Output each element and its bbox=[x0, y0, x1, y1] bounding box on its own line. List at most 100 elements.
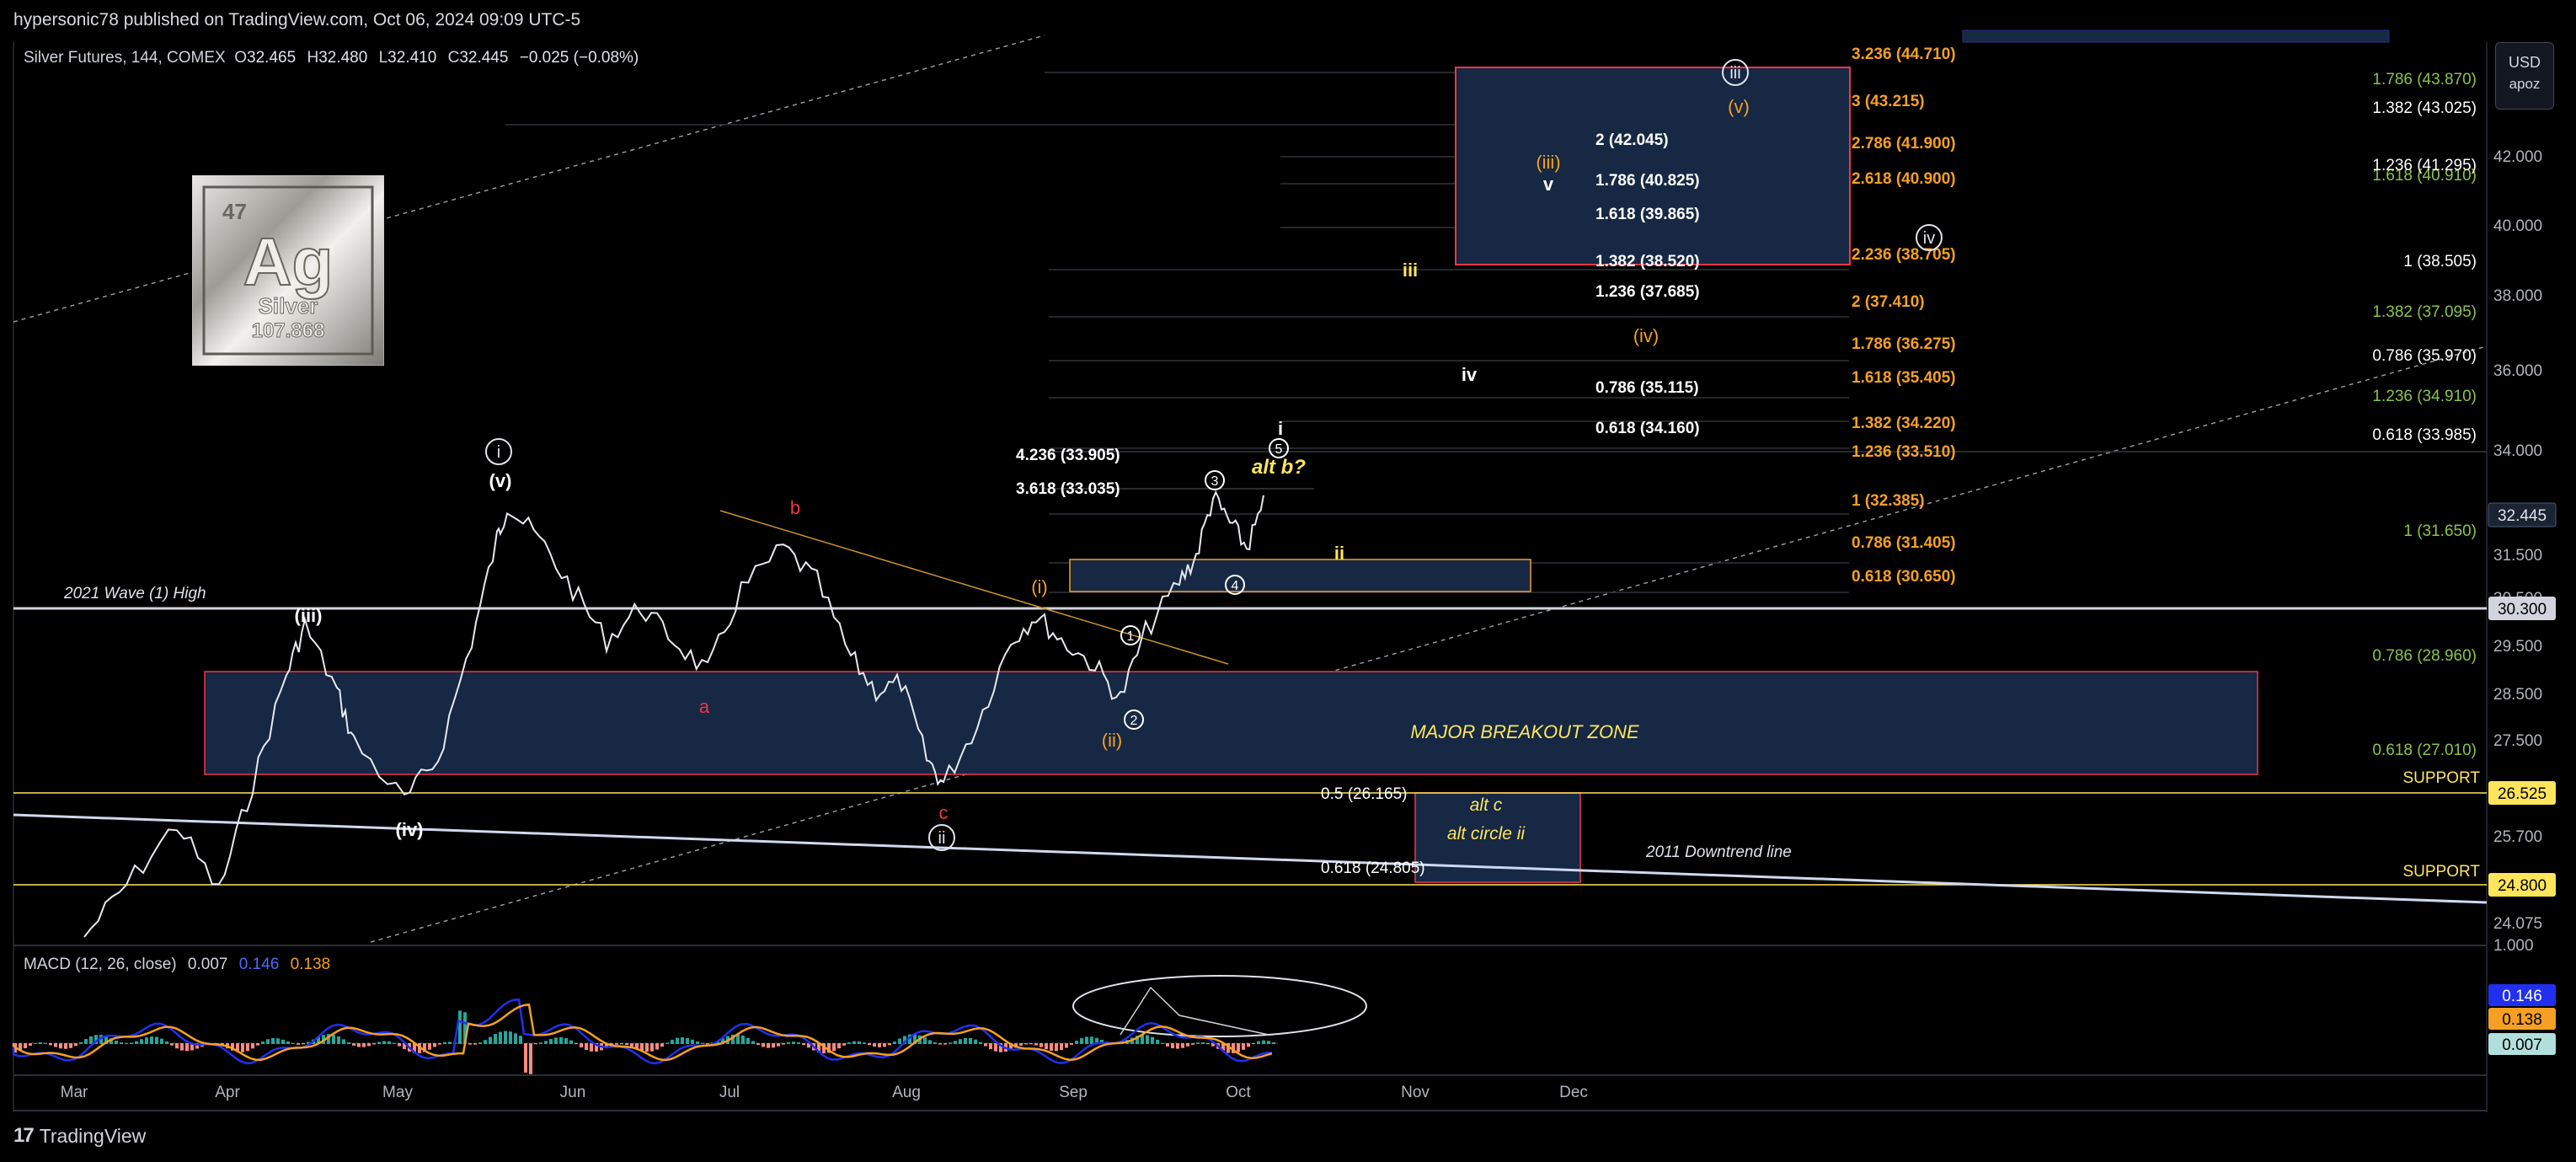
macd-histogram-bar bbox=[913, 1034, 917, 1044]
macd-histogram-bar bbox=[24, 1043, 27, 1048]
fib-orange-2618: 2.618 (40.900) bbox=[1852, 170, 1956, 188]
fib-lower-0618: 0.618 (24.805) bbox=[1321, 859, 1425, 877]
macd-title[interactable]: MACD (12, 26, close) bbox=[24, 956, 177, 973]
macd-histogram-bar bbox=[878, 1043, 881, 1047]
macd-histogram-bar bbox=[1045, 1043, 1048, 1050]
price-badge-support-1: 26.525 bbox=[2488, 781, 2556, 805]
macd-histogram-bar bbox=[1039, 1043, 1043, 1047]
macd-histogram-bar bbox=[327, 1034, 330, 1044]
wave-iii: (iii) bbox=[295, 605, 323, 626]
fib-green-1: 1 (31.650) bbox=[2403, 522, 2477, 540]
macd-histogram-bar bbox=[297, 1043, 300, 1045]
macd-histogram-bar bbox=[29, 1043, 32, 1046]
macd-histogram-bar bbox=[382, 1041, 386, 1044]
macd-histogram-bar bbox=[468, 1043, 472, 1045]
macd-histogram-bar bbox=[569, 1040, 573, 1044]
svg-text:32.445: 32.445 bbox=[2498, 507, 2547, 525]
x-tick-apr: Apr bbox=[215, 1084, 240, 1101]
macd-histogram-bar bbox=[140, 1039, 143, 1044]
macd-histogram-bar bbox=[529, 1043, 532, 1074]
price-badge-support-2: 24.800 bbox=[2488, 873, 2556, 897]
fib-right-white-0618: 0.618 (33.985) bbox=[2372, 426, 2477, 444]
wave-circle-2: 2 bbox=[1124, 710, 1144, 730]
macd-histogram-bar bbox=[696, 1042, 699, 1044]
x-tick-sep: Sep bbox=[1059, 1084, 1088, 1101]
macd-histogram-bar bbox=[307, 1042, 310, 1044]
macd-histogram-bar bbox=[286, 1041, 290, 1044]
macd-histogram-bar bbox=[736, 1034, 740, 1044]
currency-scale-button[interactable]: USD apoz bbox=[2495, 42, 2554, 110]
macd-histogram-bar bbox=[175, 1043, 179, 1049]
macd-histogram-bar bbox=[59, 1043, 62, 1049]
svg-text:3: 3 bbox=[1211, 474, 1219, 489]
fib-orange-1236: 1.236 (33.510) bbox=[1852, 443, 1956, 461]
macd-line bbox=[12, 998, 1272, 1065]
macd-histogram-bar bbox=[504, 1031, 507, 1044]
macd-histogram-bar bbox=[135, 1041, 138, 1044]
macd-histogram-bar bbox=[822, 1043, 826, 1054]
macd-badge-macd: 0.146 bbox=[2488, 984, 2556, 1006]
macd-histogram-bar bbox=[979, 1042, 982, 1044]
macd-histogram-bar bbox=[787, 1042, 790, 1044]
macd-histogram-bar bbox=[741, 1035, 745, 1044]
macd-histogram-bar bbox=[554, 1037, 558, 1044]
macd-histogram-bar bbox=[938, 1043, 942, 1045]
macd-histogram-bar bbox=[342, 1039, 345, 1044]
macd-histogram-bar bbox=[994, 1043, 997, 1052]
macd-histogram-bar bbox=[701, 1042, 704, 1044]
macd-histogram-bar bbox=[933, 1042, 937, 1044]
macd-histogram-bar bbox=[413, 1043, 416, 1053]
macd-histogram-bar bbox=[448, 1042, 452, 1044]
macd-histogram-bar bbox=[539, 1042, 542, 1044]
fib-lower-05: 0.5 (26.165) bbox=[1321, 785, 1407, 803]
fib-white-2: 2 (42.045) bbox=[1595, 131, 1669, 149]
x-tick-aug: Aug bbox=[892, 1084, 921, 1101]
publish-info: hypersonic78 published on TradingView.co… bbox=[13, 10, 581, 29]
macd-histogram-bar bbox=[231, 1043, 234, 1051]
x-tick-jun: Jun bbox=[560, 1084, 586, 1101]
2011-downtrend-line bbox=[13, 813, 2488, 904]
macd-histogram-bar bbox=[660, 1043, 664, 1047]
macd-histogram-bar bbox=[236, 1043, 239, 1052]
macd-histogram-bar bbox=[1019, 1043, 1023, 1046]
x-tick-may: May bbox=[382, 1084, 413, 1101]
macd-histogram-bar bbox=[751, 1041, 755, 1044]
wave-circle-3: 3 bbox=[1205, 470, 1225, 490]
macd-histogram-bar bbox=[605, 1043, 608, 1049]
macd-histogram-bar bbox=[645, 1043, 649, 1052]
macd-histogram-bar bbox=[883, 1043, 886, 1047]
macd-histogram-bar bbox=[1070, 1043, 1073, 1045]
macd-histogram-bar bbox=[150, 1036, 153, 1044]
macd-histogram-bar bbox=[418, 1043, 421, 1053]
macd-histogram-bar bbox=[837, 1043, 841, 1049]
macd-histogram-bar bbox=[362, 1043, 366, 1047]
wave-c: c bbox=[939, 802, 949, 823]
macd-histogram-bar bbox=[1237, 1043, 1240, 1052]
svg-text:Ag: Ag bbox=[243, 224, 334, 299]
wave-circle-1: 1 bbox=[1120, 625, 1141, 645]
upper-dotted-trendline bbox=[13, 35, 1045, 323]
macd-histogram-bar bbox=[89, 1036, 93, 1044]
fib-white-1618: 1.618 (39.865) bbox=[1595, 206, 1700, 223]
macd-histogram-bar bbox=[954, 1041, 957, 1044]
wave-circle-iv: iv bbox=[1916, 224, 1943, 251]
macd-histogram-bar bbox=[266, 1039, 270, 1044]
fib-orange-0786: 0.786 (31.405) bbox=[1852, 534, 1956, 552]
macd-histogram-bar bbox=[347, 1042, 350, 1044]
y-tick-38: 38.000 bbox=[2493, 287, 2542, 305]
macd-histogram-bar bbox=[797, 1042, 800, 1044]
x-tick-jul: Jul bbox=[719, 1084, 740, 1101]
macd-histogram-bar bbox=[64, 1043, 67, 1049]
footer-brand: TradingView bbox=[39, 1124, 147, 1147]
macd-histogram-bar bbox=[903, 1036, 906, 1044]
macd-histogram-bar bbox=[943, 1043, 947, 1045]
macd-histogram-bar bbox=[19, 1043, 22, 1051]
fib-orange-3: 3 (43.215) bbox=[1852, 93, 1925, 110]
macd-histogram-bar bbox=[625, 1043, 628, 1046]
symbol-title[interactable]: Silver Futures, 144, COMEX bbox=[24, 49, 226, 67]
macd-histogram-bar bbox=[145, 1037, 148, 1044]
macd-histogram-bar bbox=[1242, 1043, 1245, 1050]
wave-circle-iii: iii bbox=[1722, 59, 1749, 86]
wave-i-orange: (i) bbox=[1031, 576, 1048, 597]
